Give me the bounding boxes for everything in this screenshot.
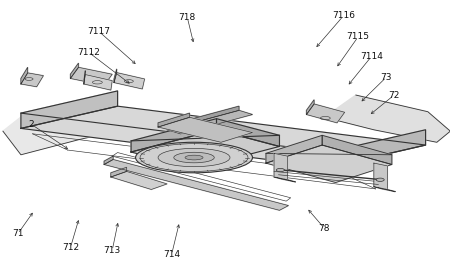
Text: 72: 72 <box>388 91 400 100</box>
Polygon shape <box>3 104 129 155</box>
Ellipse shape <box>185 155 203 160</box>
Text: 712: 712 <box>62 243 79 252</box>
Polygon shape <box>131 130 280 169</box>
Ellipse shape <box>158 148 230 167</box>
Polygon shape <box>167 106 239 130</box>
Text: 71: 71 <box>12 229 23 238</box>
Ellipse shape <box>376 178 384 181</box>
Text: 7117: 7117 <box>87 27 110 36</box>
Polygon shape <box>306 100 314 114</box>
Polygon shape <box>104 156 113 165</box>
Text: 713: 713 <box>104 246 121 255</box>
Polygon shape <box>111 171 167 189</box>
Polygon shape <box>114 73 145 89</box>
Polygon shape <box>21 67 28 84</box>
Polygon shape <box>158 113 189 127</box>
Polygon shape <box>84 71 85 84</box>
Polygon shape <box>111 167 127 177</box>
Polygon shape <box>374 163 387 189</box>
Polygon shape <box>114 69 117 83</box>
Text: 7114: 7114 <box>360 52 383 61</box>
Text: 7116: 7116 <box>332 11 355 20</box>
Polygon shape <box>274 177 296 182</box>
Polygon shape <box>21 91 118 128</box>
Polygon shape <box>104 160 289 210</box>
Polygon shape <box>274 153 288 180</box>
Text: 78: 78 <box>319 224 330 233</box>
Polygon shape <box>266 135 322 163</box>
Polygon shape <box>167 110 253 134</box>
Polygon shape <box>324 95 450 142</box>
Text: 2: 2 <box>28 120 34 129</box>
Polygon shape <box>131 119 216 152</box>
Polygon shape <box>21 106 426 167</box>
Polygon shape <box>84 74 112 90</box>
Ellipse shape <box>136 142 253 173</box>
Polygon shape <box>374 187 396 192</box>
Polygon shape <box>70 63 78 78</box>
Polygon shape <box>21 73 43 87</box>
Text: 7115: 7115 <box>347 32 370 41</box>
Polygon shape <box>329 130 426 167</box>
Polygon shape <box>158 117 253 142</box>
Text: 714: 714 <box>163 250 180 259</box>
Text: 718: 718 <box>179 13 196 22</box>
Text: 73: 73 <box>381 73 392 81</box>
Polygon shape <box>306 104 345 123</box>
Ellipse shape <box>174 152 214 163</box>
Polygon shape <box>266 145 392 182</box>
Polygon shape <box>322 135 392 165</box>
Polygon shape <box>216 119 280 146</box>
Polygon shape <box>70 67 112 85</box>
Text: 7112: 7112 <box>77 47 100 57</box>
Ellipse shape <box>276 168 285 172</box>
